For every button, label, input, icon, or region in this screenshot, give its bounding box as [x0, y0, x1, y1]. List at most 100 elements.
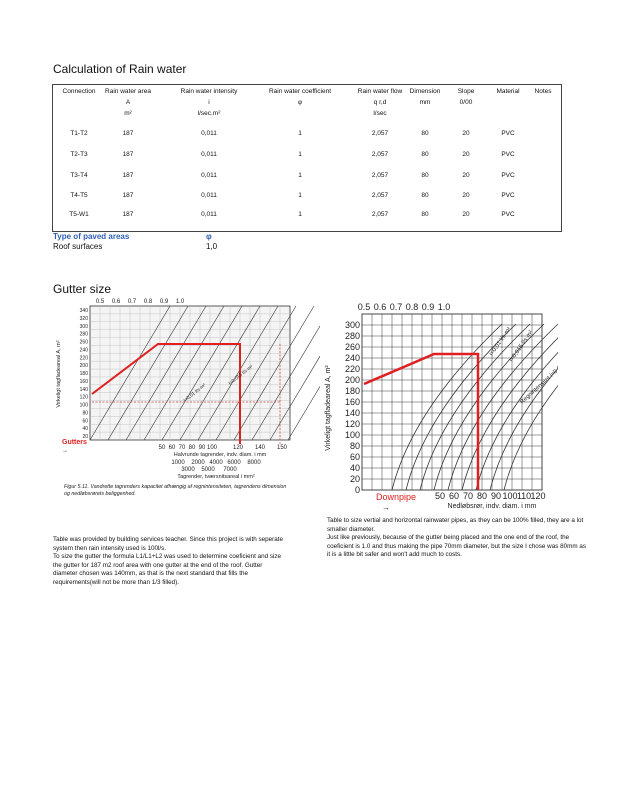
- table-cell: 1: [298, 192, 302, 199]
- y-tick-label: 180: [80, 371, 89, 377]
- table-cell: 2,057: [371, 130, 389, 137]
- table-cell: 187: [122, 192, 134, 199]
- top-tick-label: 1.0: [176, 299, 185, 305]
- slope-curve: [269, 355, 320, 441]
- table-cell: 1: [298, 151, 302, 158]
- x-tick-label: 50: [159, 445, 166, 451]
- table-header-l3: m²: [124, 110, 132, 117]
- x-tick-label: 80: [189, 445, 196, 451]
- table-cell: PVC: [501, 151, 515, 158]
- table-header-l1: Slope: [457, 88, 475, 95]
- y-tick-label: 120: [345, 419, 360, 429]
- y-tick-label: 0: [355, 485, 360, 495]
- x-axis-label: Halvrunde tagrender, indv. diam. i mm: [174, 452, 267, 458]
- table-header-l1: Rain water coefficient: [268, 88, 332, 95]
- slope-curve: [107, 305, 189, 441]
- x-tick-label: 70: [179, 445, 186, 451]
- y-tick-label: 140: [80, 387, 89, 393]
- table-cell: 1: [298, 130, 302, 137]
- table-cell: 187: [122, 130, 134, 137]
- y-tick-label: 220: [345, 364, 360, 374]
- figure-caption: Figur 5.11. Vandrette tagrenders kapacit…: [64, 484, 286, 490]
- table-header-l1: Material: [496, 88, 520, 95]
- table-cell: 2,057: [371, 211, 389, 218]
- x2-tick-label: 2000: [191, 460, 205, 466]
- slope-curve: [233, 305, 315, 441]
- slope-curve: [143, 305, 225, 441]
- top-tick-label: 0.6: [112, 299, 121, 305]
- y-tick-label: 200: [80, 363, 89, 369]
- table-cell: 0,011: [201, 192, 217, 199]
- table-cell: 187: [122, 151, 134, 158]
- y-tick-label: 220: [80, 355, 89, 361]
- top-tick-label: 0.6: [374, 302, 387, 312]
- slope-curve: [475, 351, 558, 491]
- table-cell: 80: [421, 172, 429, 179]
- x-tick-label: 60: [169, 445, 176, 451]
- table-header-l2: mm: [419, 99, 431, 106]
- y-tick-label: 240: [345, 353, 360, 363]
- y-tick-label: 340: [80, 308, 89, 314]
- y-tick-label: 280: [345, 331, 360, 341]
- x-tick-label: 100: [207, 445, 218, 451]
- slope-curve: [197, 305, 279, 441]
- y-tick-label: 260: [80, 340, 89, 346]
- table-cell: 187: [122, 172, 134, 179]
- x2-tick-label: 4000: [209, 460, 223, 466]
- y-axis-label: Virkeligt tagfladeareal A, m²: [325, 365, 332, 451]
- table-header-l1: Rain water flow: [357, 88, 403, 95]
- table-header-l1: Dimension: [409, 88, 441, 95]
- downpipe-note: Table to size vertial and horizontal rai…: [327, 517, 587, 559]
- y-tick-label: 160: [80, 379, 89, 385]
- x-tick-label: 60: [449, 491, 459, 501]
- x-tick-label: 120: [233, 445, 244, 451]
- table-header-l3: l/sec.m²: [197, 110, 221, 117]
- y-tick-label: 300: [80, 324, 89, 330]
- slope-curve: [287, 385, 320, 441]
- table-cell: 80: [421, 130, 429, 137]
- slope-curve: [179, 305, 261, 441]
- table-cell: 80: [421, 211, 429, 218]
- y-tick-label: 260: [345, 342, 360, 352]
- table-cell: T4-T5: [70, 192, 88, 199]
- table-cell: 1: [298, 211, 302, 218]
- y-tick-label: 300: [345, 320, 360, 330]
- y-tick-label: 60: [82, 418, 88, 424]
- table-cell: 0,011: [201, 151, 217, 158]
- table-cell: 187: [122, 211, 134, 218]
- table-cell: T5-W1: [69, 211, 89, 218]
- table-cell: 20: [462, 211, 470, 218]
- table-header-l2: i: [208, 99, 210, 106]
- x2-tick-label: 5000: [201, 467, 215, 473]
- table-cell: 0,011: [201, 211, 217, 218]
- table-cell: T3-T4: [70, 172, 88, 179]
- y-tick-label: 100: [345, 430, 360, 440]
- calc-title: Calculation of Rain water: [53, 62, 187, 76]
- x-tick-label: 110: [517, 491, 531, 501]
- y-tick-label: 80: [350, 441, 360, 451]
- top-tick-label: 0.8: [144, 299, 153, 305]
- slope-curve: [433, 323, 545, 491]
- table-cell: 2,057: [371, 151, 389, 158]
- x-tick-label: 70: [463, 491, 473, 501]
- table-cell: 20: [462, 192, 470, 199]
- table-cell: 20: [462, 172, 470, 179]
- x-axis-label: Nedløbsrør, indv. diam. i mm: [448, 503, 537, 510]
- gutter-note: Table was provided by building services …: [53, 536, 283, 586]
- gutter-reading-line: [91, 343, 241, 444]
- slope-curve: [251, 325, 320, 441]
- y-tick-label: 80: [82, 410, 88, 416]
- y-tick-label: 40: [350, 463, 360, 473]
- y-tick-label: 180: [345, 386, 360, 396]
- top-tick-label: 0.9: [422, 302, 435, 312]
- gutter-title: Gutter size: [53, 282, 112, 296]
- gutters-badge: Gutters: [62, 439, 87, 446]
- slope-curve: [125, 305, 207, 441]
- table-cell: 1: [298, 172, 302, 179]
- slope-curve: [405, 323, 517, 491]
- table-cell: PVC: [501, 192, 515, 199]
- x-tick-label: 80: [477, 491, 487, 501]
- table-header-l2: φ: [297, 99, 303, 106]
